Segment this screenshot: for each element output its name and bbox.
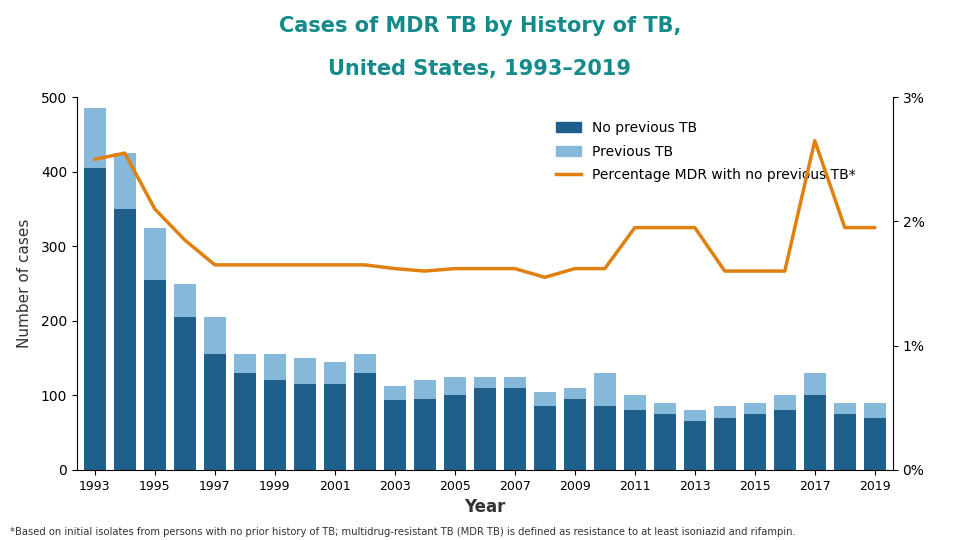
Bar <box>324 384 346 470</box>
Bar <box>444 395 466 470</box>
Bar <box>294 358 316 384</box>
Bar <box>504 377 526 388</box>
Bar <box>744 414 766 470</box>
Bar <box>833 403 856 414</box>
Text: *Based on initial isolates from persons with no prior history of TB; multidrug-r: *Based on initial isolates from persons … <box>10 527 795 537</box>
Bar <box>353 373 376 470</box>
Bar <box>384 386 406 401</box>
Bar <box>473 377 496 388</box>
Bar <box>504 388 526 470</box>
Bar <box>144 280 166 470</box>
Bar <box>414 399 436 470</box>
Bar <box>84 168 106 470</box>
Bar <box>624 395 646 410</box>
Bar <box>264 380 286 470</box>
Bar <box>684 410 706 421</box>
Bar <box>353 354 376 373</box>
Bar <box>713 407 736 417</box>
Bar <box>534 407 556 470</box>
Bar <box>864 417 886 470</box>
Bar <box>204 354 226 470</box>
Bar <box>264 354 286 380</box>
Bar <box>654 403 676 414</box>
Bar <box>174 317 196 470</box>
Text: Cases of MDR TB by History of TB,: Cases of MDR TB by History of TB, <box>278 16 682 36</box>
Bar <box>833 414 856 470</box>
Bar <box>473 388 496 470</box>
Bar <box>564 388 586 399</box>
Bar <box>534 392 556 407</box>
Bar <box>144 228 166 280</box>
Bar <box>684 421 706 470</box>
Bar <box>864 403 886 417</box>
Bar <box>113 209 136 470</box>
Bar <box>444 377 466 395</box>
Bar <box>804 373 826 395</box>
Bar <box>204 317 226 354</box>
Bar <box>593 407 616 470</box>
Bar <box>294 384 316 470</box>
Bar <box>624 410 646 470</box>
Bar <box>84 109 106 168</box>
Bar <box>113 153 136 209</box>
Bar <box>713 417 736 470</box>
Legend: No previous TB, Previous TB, Percentage MDR with no previous TB*: No previous TB, Previous TB, Percentage … <box>550 116 861 188</box>
X-axis label: Year: Year <box>464 498 506 516</box>
Bar <box>654 414 676 470</box>
Bar <box>774 410 796 470</box>
Y-axis label: Number of cases: Number of cases <box>17 219 33 348</box>
Bar <box>744 403 766 414</box>
Bar <box>593 373 616 407</box>
Bar <box>233 354 256 373</box>
Bar <box>804 395 826 470</box>
Bar <box>233 373 256 470</box>
Text: United States, 1993–2019: United States, 1993–2019 <box>328 59 632 79</box>
Bar <box>324 362 346 384</box>
Bar <box>174 284 196 317</box>
Bar <box>564 399 586 470</box>
Bar <box>384 401 406 470</box>
Bar <box>774 395 796 410</box>
Bar <box>414 380 436 399</box>
